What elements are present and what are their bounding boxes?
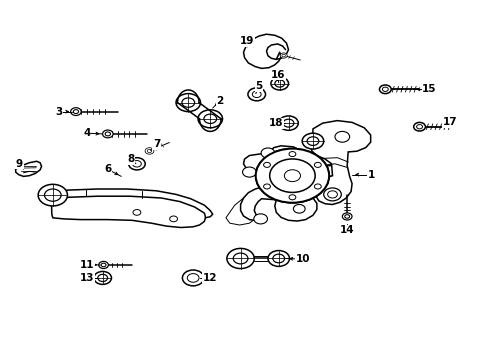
Text: 10: 10 bbox=[295, 254, 310, 264]
Circle shape bbox=[98, 274, 107, 282]
Circle shape bbox=[247, 88, 265, 101]
Polygon shape bbox=[310, 121, 370, 204]
Circle shape bbox=[278, 116, 298, 130]
Circle shape bbox=[203, 114, 216, 123]
Text: 16: 16 bbox=[270, 70, 285, 80]
Circle shape bbox=[269, 159, 314, 192]
Circle shape bbox=[255, 149, 328, 203]
Circle shape bbox=[101, 263, 106, 267]
Circle shape bbox=[226, 248, 254, 269]
Text: 8: 8 bbox=[127, 154, 134, 164]
Circle shape bbox=[176, 94, 200, 112]
Text: 4: 4 bbox=[83, 128, 91, 138]
Circle shape bbox=[44, 189, 61, 201]
Circle shape bbox=[70, 108, 81, 116]
Circle shape bbox=[413, 122, 425, 131]
Circle shape bbox=[284, 170, 300, 181]
Polygon shape bbox=[240, 146, 343, 221]
Text: 14: 14 bbox=[339, 225, 354, 235]
Text: 9: 9 bbox=[16, 159, 23, 169]
Text: 6: 6 bbox=[104, 164, 111, 174]
Circle shape bbox=[198, 110, 222, 128]
Circle shape bbox=[314, 162, 321, 167]
Circle shape bbox=[94, 271, 111, 284]
Text: 3: 3 bbox=[55, 107, 62, 117]
Text: 17: 17 bbox=[442, 117, 456, 127]
Circle shape bbox=[133, 210, 141, 215]
Circle shape bbox=[288, 152, 295, 157]
Circle shape bbox=[187, 274, 199, 282]
Circle shape bbox=[242, 167, 256, 177]
Polygon shape bbox=[16, 161, 41, 176]
Circle shape bbox=[253, 214, 267, 224]
Circle shape bbox=[182, 270, 203, 286]
Circle shape bbox=[344, 215, 349, 218]
Circle shape bbox=[323, 188, 341, 201]
Circle shape bbox=[288, 195, 295, 200]
Text: 11: 11 bbox=[80, 260, 94, 270]
Circle shape bbox=[314, 162, 321, 167]
Circle shape bbox=[147, 149, 151, 153]
Circle shape bbox=[255, 149, 328, 203]
Text: 12: 12 bbox=[203, 273, 217, 283]
Circle shape bbox=[263, 162, 270, 167]
Text: 1: 1 bbox=[367, 170, 374, 180]
Circle shape bbox=[263, 184, 270, 189]
Text: 2: 2 bbox=[216, 96, 223, 106]
Circle shape bbox=[416, 125, 422, 129]
Circle shape bbox=[73, 110, 79, 113]
Circle shape bbox=[252, 91, 261, 98]
Circle shape bbox=[327, 191, 337, 198]
Circle shape bbox=[288, 152, 295, 157]
Circle shape bbox=[382, 87, 387, 91]
Circle shape bbox=[267, 251, 289, 266]
Circle shape bbox=[38, 184, 67, 206]
Circle shape bbox=[288, 195, 295, 200]
Circle shape bbox=[302, 133, 323, 149]
Circle shape bbox=[105, 132, 110, 136]
Circle shape bbox=[270, 77, 288, 90]
Circle shape bbox=[379, 85, 390, 94]
Circle shape bbox=[169, 216, 177, 222]
Circle shape bbox=[283, 119, 293, 127]
Circle shape bbox=[274, 80, 284, 87]
Circle shape bbox=[342, 213, 351, 220]
Circle shape bbox=[261, 148, 274, 158]
Circle shape bbox=[128, 158, 145, 170]
Circle shape bbox=[272, 254, 284, 263]
Circle shape bbox=[145, 148, 154, 154]
Circle shape bbox=[263, 184, 270, 189]
Text: 7: 7 bbox=[152, 139, 160, 149]
Text: 13: 13 bbox=[80, 273, 94, 283]
Circle shape bbox=[293, 204, 305, 213]
Circle shape bbox=[269, 159, 314, 192]
Circle shape bbox=[334, 131, 349, 142]
Circle shape bbox=[99, 261, 108, 269]
Circle shape bbox=[233, 253, 247, 264]
Circle shape bbox=[306, 137, 318, 145]
Circle shape bbox=[132, 161, 141, 167]
Text: 5: 5 bbox=[255, 81, 262, 91]
Circle shape bbox=[280, 53, 286, 58]
Circle shape bbox=[314, 184, 321, 189]
Text: 18: 18 bbox=[268, 118, 283, 128]
Circle shape bbox=[263, 162, 270, 167]
Circle shape bbox=[282, 54, 285, 57]
Text: 15: 15 bbox=[421, 84, 436, 94]
Circle shape bbox=[182, 98, 194, 107]
Circle shape bbox=[102, 130, 113, 138]
Text: 19: 19 bbox=[239, 36, 254, 46]
Circle shape bbox=[314, 184, 321, 189]
Circle shape bbox=[284, 170, 300, 181]
